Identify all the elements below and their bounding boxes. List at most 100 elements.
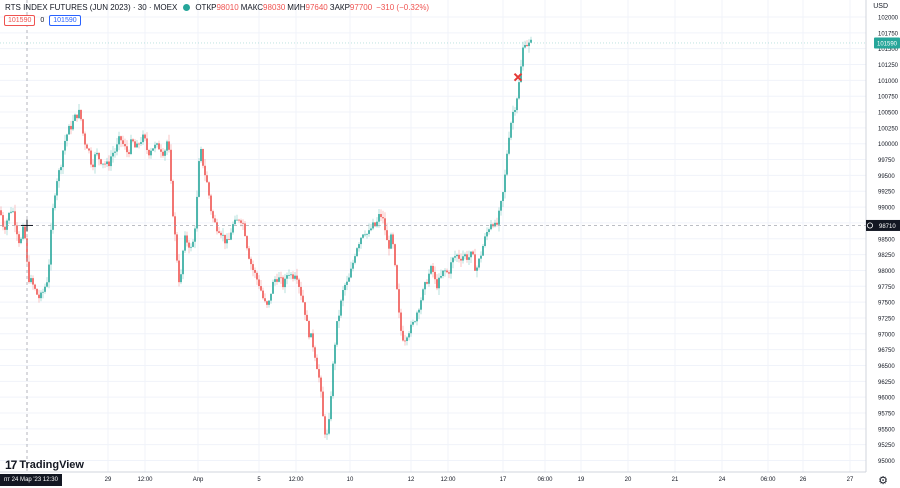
- candle-body: [314, 347, 316, 358]
- candle-body: [170, 149, 172, 181]
- candle-body: [110, 156, 112, 167]
- candle-body: [418, 309, 420, 313]
- candle-body: [324, 416, 326, 435]
- candle-body: [354, 256, 356, 263]
- buy-button[interactable]: 101590: [49, 15, 81, 26]
- candle-body: [278, 277, 280, 282]
- candle-body: [402, 330, 404, 341]
- candle-body: [30, 278, 32, 283]
- candle-body: [270, 293, 272, 301]
- eye-icon[interactable]: [183, 4, 191, 11]
- y-tick-label: 97250: [878, 316, 895, 322]
- candle-body: [522, 47, 524, 67]
- open-label: ОТКР: [195, 3, 217, 12]
- candle-body: [44, 286, 46, 292]
- candle-body: [214, 218, 216, 223]
- y-tick-label: 95750: [878, 412, 895, 418]
- candle-body: [294, 275, 296, 279]
- candle-body: [166, 141, 168, 151]
- candle-body: [430, 265, 432, 274]
- candle-body: [52, 208, 54, 230]
- gear-icon[interactable]: ⚙: [878, 475, 888, 487]
- candle-body: [274, 279, 276, 282]
- candle-body: [368, 230, 370, 234]
- candle-body: [442, 270, 444, 276]
- candle-body: [74, 114, 76, 121]
- y-tick-label: 95500: [878, 427, 895, 433]
- candle-body: [262, 290, 264, 299]
- candle-body: [192, 241, 194, 247]
- candle-body: [196, 196, 198, 229]
- candle-body: [358, 244, 360, 249]
- candle-body: [124, 144, 126, 147]
- candle-body: [440, 275, 442, 278]
- candle-body: [232, 224, 234, 233]
- candle-body: [224, 234, 226, 244]
- candle-body: [328, 419, 330, 434]
- candle-body: [240, 220, 242, 223]
- candle-body: [458, 254, 460, 259]
- change-value: −310 (−0.32%): [376, 3, 430, 12]
- candle-body: [0, 210, 2, 216]
- candle-body: [422, 289, 424, 301]
- candle-body: [136, 143, 138, 148]
- trade-badges: 101590 0 101590: [4, 15, 81, 26]
- candle-body: [92, 164, 94, 168]
- candle-body: [188, 242, 190, 248]
- candle-body: [282, 277, 284, 288]
- candle-body: [46, 282, 48, 287]
- candle-body: [138, 143, 140, 145]
- candle-body: [362, 234, 364, 238]
- candle-body: [528, 42, 530, 47]
- candle-body: [264, 298, 266, 302]
- candle-body: [268, 300, 270, 305]
- candle-body: [128, 152, 130, 155]
- candle-body: [156, 143, 158, 145]
- candle-body: [290, 274, 292, 276]
- x-tick-label: Апр: [193, 477, 204, 483]
- sell-button[interactable]: 101590: [4, 15, 36, 26]
- candle-body: [164, 150, 166, 156]
- candle-body: [490, 224, 492, 230]
- y-tick-label: 100750: [878, 95, 899, 101]
- candle-body: [432, 265, 434, 272]
- candle-body: [184, 235, 186, 251]
- candle-body: [230, 232, 232, 240]
- candle-body: [142, 134, 144, 143]
- candle-body: [434, 271, 436, 280]
- candle-body: [172, 180, 174, 217]
- candle-body: [526, 44, 528, 47]
- candle-body: [470, 251, 472, 258]
- candle-body: [88, 148, 90, 151]
- currency-label[interactable]: USD: [873, 3, 888, 10]
- close-label: ЗАКР: [329, 3, 350, 12]
- candle-body: [130, 139, 132, 155]
- candle-body: [388, 240, 390, 249]
- candle-body: [24, 226, 26, 239]
- candle-body: [472, 251, 474, 255]
- candle-body: [288, 274, 290, 276]
- x-tick-label: 5: [257, 477, 261, 483]
- candle-body: [276, 279, 278, 282]
- y-tick-label: 100000: [878, 142, 899, 148]
- candle-body: [42, 291, 44, 293]
- candle-body: [396, 265, 398, 290]
- candle-body: [134, 141, 136, 148]
- symbol-title[interactable]: RTS INDEX FUTURES (JUN 2023) · 30 · MOEX: [5, 3, 178, 12]
- candle-body: [378, 214, 380, 222]
- candle-body: [50, 229, 52, 265]
- candle-body: [250, 258, 252, 265]
- candle-body: [386, 230, 388, 241]
- candle-body: [322, 391, 324, 417]
- candle-body: [202, 148, 204, 166]
- candle-body: [456, 254, 458, 257]
- y-tick-label: 96750: [878, 348, 895, 354]
- candle-body: [122, 140, 124, 145]
- candle-body: [12, 211, 14, 213]
- candle-body: [216, 222, 218, 232]
- crosshair-price-box: [866, 219, 900, 231]
- candle-body: [500, 201, 502, 211]
- candle-body: [256, 272, 258, 280]
- x-tick-label: 10: [347, 477, 354, 483]
